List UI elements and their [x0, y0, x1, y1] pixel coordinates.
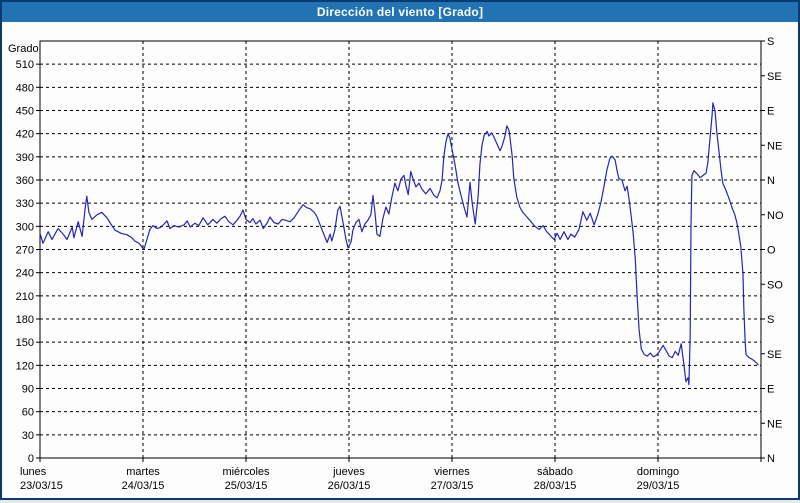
x-axis-date-label: 28/03/15: [534, 480, 577, 492]
x-axis-date-label: 25/03/15: [225, 480, 268, 492]
right-axis-label: SE: [767, 71, 782, 83]
x-axis-day-label: martes: [126, 466, 160, 478]
right-axis-label: NE: [767, 140, 782, 152]
right-axis-label: SE: [767, 349, 782, 361]
y-axis-label: 30: [22, 430, 34, 442]
right-axis-label: O: [767, 245, 776, 257]
right-axis-label: SO: [767, 279, 783, 291]
x-axis-day-label: lunes: [20, 466, 47, 478]
x-axis-date-label: 24/03/15: [122, 480, 165, 492]
x-axis-day-label: jueves: [332, 466, 365, 478]
y-axis-label: 210: [16, 291, 34, 303]
y-axis-label: 330: [16, 198, 34, 210]
right-axis-label: E: [767, 106, 774, 118]
y-axis-label: 420: [16, 129, 34, 141]
y-axis-label: 390: [16, 152, 34, 164]
x-axis-day-label: sábado: [537, 466, 573, 478]
y-axis-label: 60: [22, 407, 34, 419]
right-axis-label: S: [767, 36, 774, 48]
y-axis-label: 180: [16, 314, 34, 326]
right-axis-label: N: [767, 175, 775, 187]
x-axis-day-label: miércoles: [222, 466, 270, 478]
x-axis-date-label: 27/03/15: [431, 480, 474, 492]
window-titlebar: Dirección del viento [Grado]: [2, 2, 798, 22]
y-axis-label: 150: [16, 337, 34, 349]
right-axis-label: NE: [767, 418, 782, 430]
window-title: Dirección del viento [Grado]: [316, 5, 484, 19]
y-axis-label: 240: [16, 268, 34, 280]
y-axis-label: 360: [16, 175, 34, 187]
y-axis-label: 480: [16, 82, 34, 94]
x-axis-day-label: domingo: [637, 466, 679, 478]
y-axis-label: 510: [16, 59, 34, 71]
x-axis-day-label: viernes: [434, 466, 470, 478]
right-axis-label: E: [767, 384, 774, 396]
y-axis-label: 270: [16, 245, 34, 257]
y-axis-label: 120: [16, 360, 34, 372]
y-axis-label: 450: [16, 106, 34, 118]
y-axis-label: 0: [28, 453, 34, 465]
right-axis-label: S: [767, 314, 774, 326]
right-axis-label: N: [767, 453, 775, 465]
y-axis-label: 90: [22, 384, 34, 396]
x-axis-date-label: 29/03/15: [637, 480, 680, 492]
y-axis-title: Grado: [8, 43, 39, 55]
right-axis-label: NO: [767, 210, 784, 222]
x-axis-date-label: 23/03/15: [20, 480, 63, 492]
wind-direction-chart: 0 30 60 90 120 150 180 210 240 270 300 330 360 390 420…: [8, 36, 784, 492]
x-axis-date-label: 26/03/15: [328, 480, 371, 492]
wind-direction-series: [39, 102, 759, 386]
chart-panel: 0 30 60 90 120 150 180 210 240 270 300 330 360 390 420…: [2, 22, 798, 498]
y-axis-label: 300: [16, 221, 34, 233]
